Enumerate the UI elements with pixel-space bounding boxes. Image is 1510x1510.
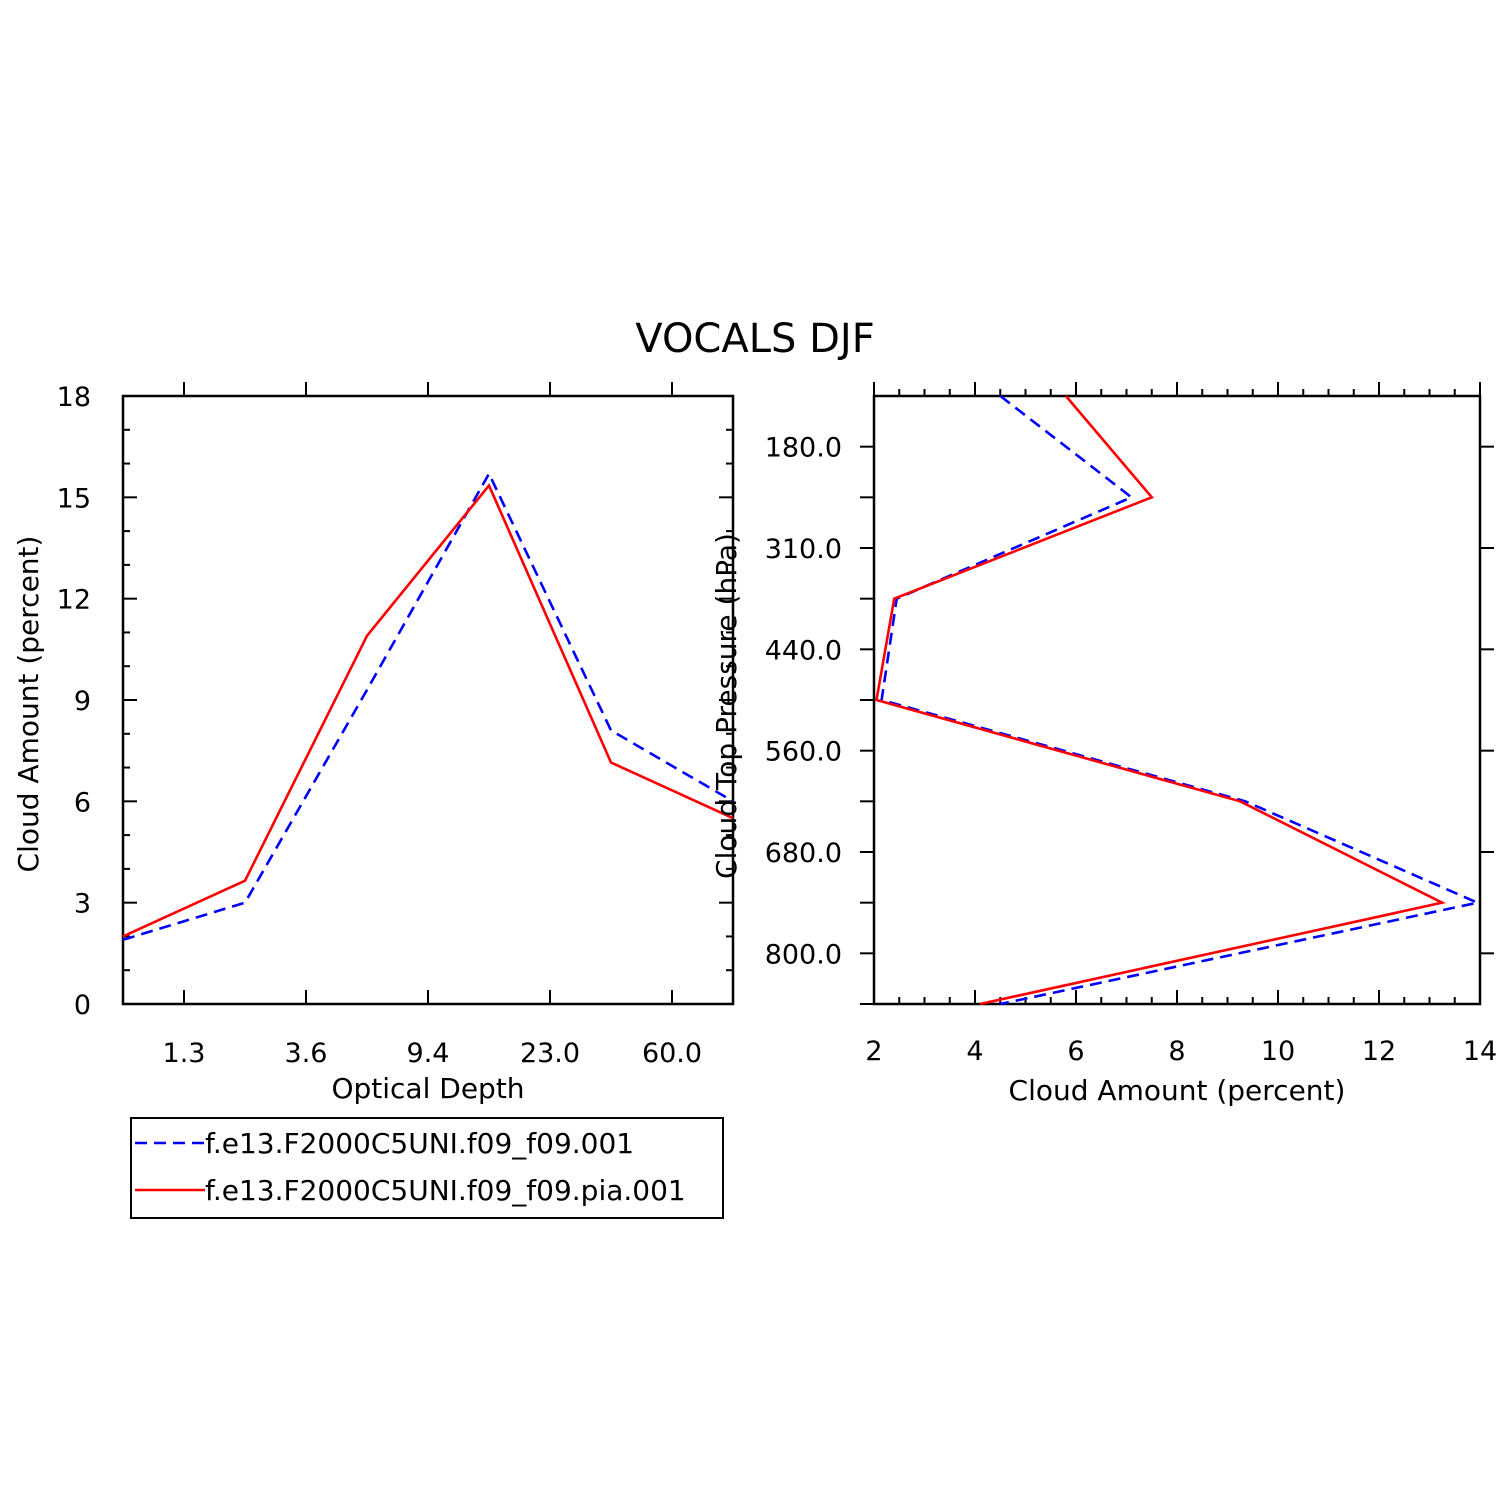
right-x-tick-label: 8 xyxy=(1168,1036,1185,1067)
right-x-tick-label: 4 xyxy=(966,1036,983,1067)
left-x-tick-label: 9.4 xyxy=(407,1038,450,1069)
left-x-tick-label: 1.3 xyxy=(163,1038,206,1069)
right-x-tick-label: 2 xyxy=(865,1036,882,1067)
right-panel-cloud-top-pressure: 2 4 6 8 10 12 14 180.0 310.0 440.0 560.0 680.0 800.0… xyxy=(710,382,1497,1107)
left-y-tick-label: 15 xyxy=(57,483,91,514)
left-x-tick-label: 3.6 xyxy=(285,1038,328,1069)
left-y-tick-label: 12 xyxy=(57,585,91,616)
left-x-tick-label: 23.0 xyxy=(520,1038,580,1069)
right-x-tick-label: 12 xyxy=(1362,1036,1396,1067)
right-plot-frame xyxy=(872,394,1482,1006)
left-x-axis-label: Optical Depth xyxy=(331,1072,524,1105)
right-y-tick-label: 680.0 xyxy=(765,838,842,869)
left-y-tick-label: 0 xyxy=(74,990,91,1021)
chart-title: VOCALS DJF xyxy=(635,316,874,362)
right-y-axis-label: Cloud Top Pressure (hPa) xyxy=(710,533,743,879)
right-y-tick-label: 560.0 xyxy=(765,737,842,768)
left-y-tick-label: 9 xyxy=(74,686,91,717)
left-panel-optical-depth: 0 3 6 9 12 15 18 1.3 3.6 9.4 23.0 60.0 Optical Depth… xyxy=(12,382,735,1105)
right-series-line-1 xyxy=(875,395,1446,1006)
legend: f.e13.F2000C5UNI.f09_f09.001 f.e13.F2000… xyxy=(130,1117,724,1219)
legend-label-0: f.e13.F2000C5UNI.f09_f09.001 xyxy=(205,1127,634,1160)
left-x-tick-label: 60.0 xyxy=(642,1038,702,1069)
legend-box xyxy=(130,1117,724,1219)
right-y-tick-label: 310.0 xyxy=(765,534,842,565)
left-y-tick-label: 3 xyxy=(74,889,91,920)
right-y-tick-label: 180.0 xyxy=(765,433,842,464)
right-x-tick-label: 6 xyxy=(1067,1036,1084,1067)
right-y-tick-label: 440.0 xyxy=(765,635,842,666)
left-series-line-1 xyxy=(122,483,734,938)
left-series-line-0 xyxy=(122,470,734,942)
right-x-tick-label: 14 xyxy=(1463,1036,1497,1067)
right-x-tick-label: 10 xyxy=(1261,1036,1295,1067)
right-series-line-0 xyxy=(880,394,1482,1006)
left-y-axis-label: Cloud Amount (percent) xyxy=(12,536,45,873)
legend-label-1: f.e13.F2000C5UNI.f09_f09.pia.001 xyxy=(205,1174,686,1207)
right-x-axis-label: Cloud Amount (percent) xyxy=(1009,1074,1346,1107)
left-y-tick-label: 6 xyxy=(74,787,91,818)
right-y-tick-label: 800.0 xyxy=(765,939,842,970)
left-y-tick-label: 18 xyxy=(57,382,91,413)
